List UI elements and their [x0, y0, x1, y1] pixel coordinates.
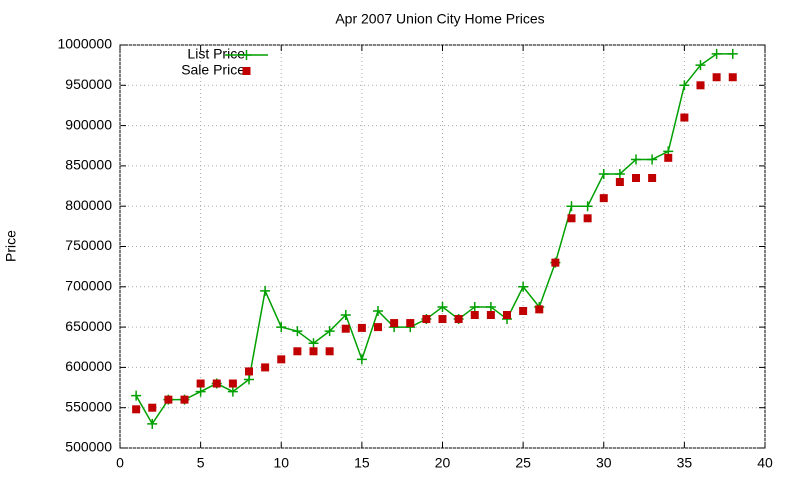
data-point — [582, 201, 593, 212]
y-tick-label: 900000 — [65, 116, 112, 132]
data-point — [486, 311, 495, 320]
y-tick-label: 800000 — [65, 197, 112, 213]
data-point — [390, 319, 399, 328]
data-point — [632, 173, 640, 182]
x-tick-label: 15 — [354, 455, 370, 471]
data-point — [566, 201, 577, 212]
y-tick-label: 600000 — [65, 358, 112, 374]
data-point — [340, 310, 351, 321]
data-point — [454, 315, 463, 324]
data-point — [535, 305, 544, 314]
x-tick-label: 25 — [515, 455, 531, 471]
y-tick-label: 850000 — [65, 157, 112, 173]
data-point — [696, 81, 705, 90]
data-point — [485, 301, 496, 312]
data-point — [469, 301, 480, 312]
data-point — [228, 379, 237, 388]
y-tick-label: 500000 — [65, 439, 112, 455]
y-tick-label: 650000 — [65, 318, 112, 334]
data-point — [148, 403, 157, 412]
data-point — [260, 285, 271, 296]
data-point — [599, 194, 608, 203]
data-point — [615, 178, 624, 187]
data-point — [196, 379, 205, 388]
data-point — [727, 48, 738, 59]
y-tick-label: 700000 — [65, 278, 112, 294]
x-tick-label: 0 — [116, 455, 124, 471]
data-point — [598, 168, 609, 179]
data-point — [324, 326, 335, 337]
y-tick-label: 550000 — [65, 398, 112, 414]
data-point — [711, 48, 722, 59]
data-point — [132, 405, 141, 414]
data-point — [341, 324, 350, 333]
data-point — [437, 301, 448, 312]
data-point — [518, 281, 529, 292]
data-point — [679, 80, 690, 91]
data-point — [325, 347, 334, 356]
y-tick-label: 1000000 — [57, 36, 112, 52]
data-point — [567, 214, 576, 223]
data-point — [631, 154, 641, 165]
data-point — [712, 73, 721, 82]
legend-label: Sale Price — [181, 62, 245, 78]
data-point — [245, 367, 253, 376]
data-point — [357, 323, 366, 332]
y-tick-label: 750000 — [65, 237, 112, 253]
data-point — [293, 347, 302, 356]
data-point — [614, 168, 625, 179]
data-point — [164, 395, 173, 404]
data-point — [438, 315, 447, 324]
data-point — [519, 306, 528, 315]
x-tick-label: 20 — [435, 455, 451, 471]
data-point — [261, 363, 270, 372]
x-tick-label: 5 — [197, 455, 205, 471]
legend-label: List Price — [187, 46, 245, 62]
chart-title: Apr 2007 Union City Home Prices — [335, 11, 544, 27]
x-tick-label: 40 — [757, 455, 773, 471]
data-point — [195, 386, 206, 397]
data-point — [664, 153, 673, 162]
data-point — [277, 355, 286, 364]
legend-marker — [241, 50, 252, 60]
legend-marker — [242, 67, 251, 75]
data-point — [728, 73, 737, 82]
data-point — [131, 390, 142, 401]
data-point — [583, 214, 592, 223]
data-line — [135, 53, 733, 426]
data-point — [551, 258, 560, 267]
data-point — [648, 173, 657, 182]
y-tick-label: 950000 — [65, 76, 112, 92]
data-point — [308, 338, 319, 349]
data-point — [212, 379, 221, 388]
x-tick-label: 10 — [273, 455, 289, 471]
data-point — [695, 60, 706, 71]
data-point — [406, 319, 415, 328]
x-tick-label: 30 — [596, 455, 612, 471]
data-point — [373, 305, 383, 316]
x-tick-label: 35 — [677, 455, 693, 471]
data-point — [503, 311, 511, 320]
data-point — [422, 315, 431, 324]
data-point — [309, 347, 318, 356]
data-point — [647, 154, 658, 165]
data-point — [470, 311, 479, 320]
data-point — [147, 418, 158, 429]
data-point — [374, 323, 382, 332]
data-point — [276, 322, 287, 333]
y-axis-label: Price — [3, 230, 19, 262]
data-point — [356, 354, 367, 365]
data-point — [244, 374, 254, 385]
data-point — [227, 386, 238, 397]
data-point — [680, 113, 689, 122]
data-point — [180, 395, 189, 404]
data-point — [292, 326, 303, 337]
